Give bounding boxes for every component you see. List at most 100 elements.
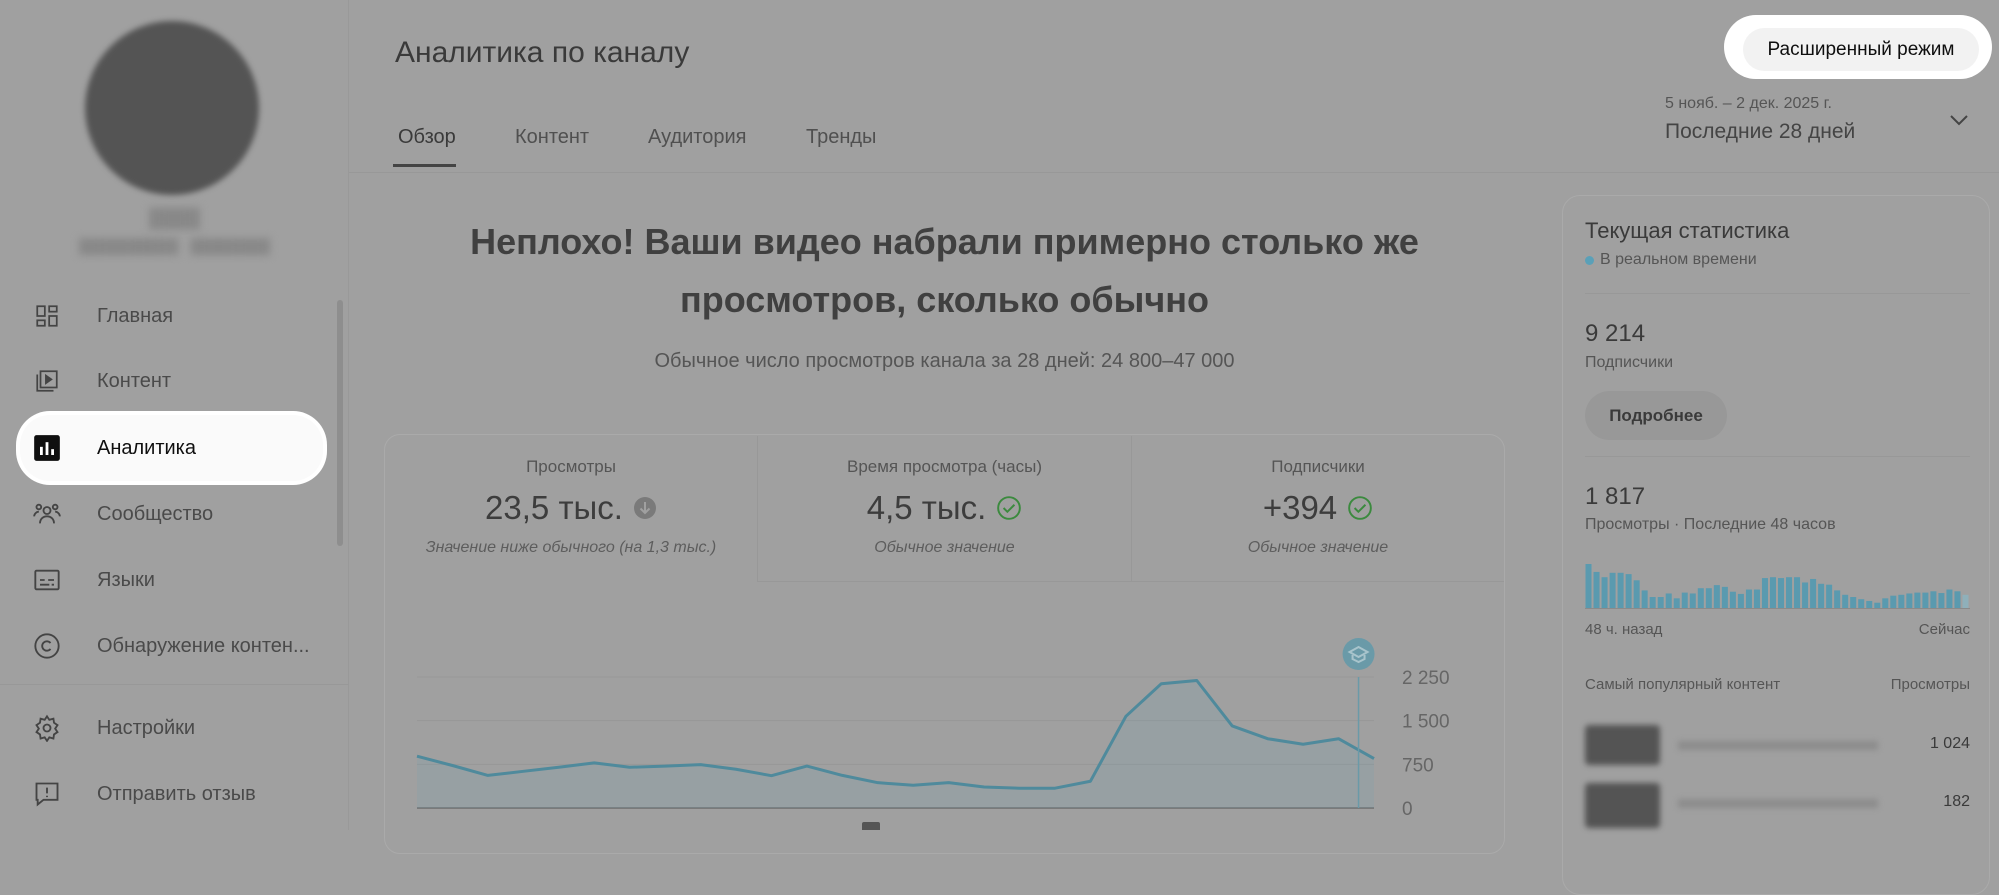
tab-trends[interactable]: Тренды (806, 126, 877, 148)
divider (1585, 456, 1970, 457)
realtime-views-count: 1 817 (1585, 483, 1646, 510)
realtime-bar (1866, 600, 1873, 608)
realtime-bar (1898, 594, 1905, 608)
graduation-cap-glyph (1347, 645, 1370, 664)
sidebar-item-label: Обнаружение контен... (97, 634, 310, 657)
page-title: Аналитика по каналу (395, 36, 690, 69)
realtime-bar (1721, 586, 1728, 608)
realtime-bar (1858, 599, 1865, 608)
video-marker-icon (862, 822, 880, 830)
sidebar-item-community[interactable]: Сообщество (20, 481, 323, 547)
sidebar-item-languages[interactable]: Языки (20, 547, 323, 613)
realtime-bar (1946, 589, 1953, 608)
video-views: 182 (1943, 793, 1970, 810)
summary-subtext: Обычное число просмотров канала за 28 дн… (654, 350, 1235, 372)
tab-content[interactable]: Контент (515, 126, 590, 148)
sidebar-item-feedback[interactable]: Отправить отзыв (20, 761, 323, 827)
check-circle-icon (997, 496, 1022, 520)
top-content-row[interactable]: 182 (1585, 783, 1970, 828)
realtime-bar (1834, 590, 1841, 608)
sidebar-scrollbar[interactable] (337, 300, 343, 546)
realtime-bar (1713, 585, 1720, 608)
summary-headline: Неплохо! Ваши видео набрали примерно сто… (384, 213, 1505, 329)
realtime-bar (1641, 590, 1648, 608)
realtime-bar (1826, 584, 1833, 608)
views-chart[interactable]: 0 750 1 500 2 250 (384, 620, 1505, 830)
sidebar-item-content-detection[interactable]: Обнаружение контен... (20, 613, 323, 679)
realtime-bar (1890, 595, 1897, 608)
sidebar-item-content[interactable]: Контент (20, 348, 323, 414)
metric-note: Обычное значение (1247, 539, 1389, 556)
realtime-bar (1681, 592, 1688, 608)
sidebar-item-label: Настройки (97, 716, 196, 739)
realtime-bar (1914, 592, 1921, 608)
headline-line: просмотров, сколько обычно (679, 279, 1210, 320)
realtime-bar (1649, 597, 1656, 608)
realtime-bar (1802, 582, 1809, 608)
realtime-bar (1729, 591, 1736, 608)
channel-handle-blurred: ██████████ · ████████ (79, 238, 270, 254)
y-tick-label: 0 (1402, 799, 1413, 820)
metric-label: Просмотры (526, 457, 616, 476)
metric-views[interactable]: Просмотры 23,5 тыс. Значение ниже обычно… (385, 436, 757, 581)
series-line (416, 678, 1375, 790)
metric-watch-time[interactable]: Время просмотра (часы) 4,5 тыс. Обычное … (758, 436, 1131, 581)
sidebar-item-settings[interactable]: Настройки (20, 695, 323, 761)
metric-value: 4,5 тыс. (866, 489, 987, 526)
metric-value: +394 (1262, 489, 1338, 526)
video-library-icon (32, 366, 62, 396)
realtime-bar (1617, 572, 1624, 608)
realtime-bar (1962, 594, 1969, 608)
details-button[interactable]: Подробнее (1585, 391, 1727, 440)
realtime-bar (1665, 593, 1672, 608)
realtime-bar (1745, 589, 1752, 608)
sidebar-item-label: Аналитика (97, 436, 196, 459)
advanced-mode-button[interactable]: Расширенный режим (1743, 28, 1979, 71)
realtime-subtitle: В реальном времени (1585, 251, 1757, 269)
metric-note: Значение ниже обычного (на 1,3 тыс.) (425, 539, 717, 556)
realtime-dot-icon (1585, 255, 1594, 265)
metric-note: Обычное значение (874, 539, 1015, 556)
realtime-bar (1769, 577, 1776, 608)
arrow-down-circle-icon (633, 497, 656, 519)
realtime-bar (1753, 589, 1760, 608)
top-content-header: Самый популярный контент (1585, 676, 1781, 693)
realtime-bar (1794, 577, 1801, 608)
realtime-bar (1609, 572, 1616, 608)
realtime-bar (1954, 591, 1961, 608)
realtime-bar (1601, 577, 1608, 608)
video-views: 1 024 (1929, 735, 1970, 752)
period-selector[interactable]: Последние 28 дней (1665, 120, 1856, 143)
video-thumbnail (1585, 725, 1660, 765)
sidebar-item-label: Отправить отзыв (97, 782, 256, 805)
tab-overview[interactable]: Обзор (398, 126, 456, 148)
check-circle-icon (1348, 496, 1372, 520)
active-tab-indicator (393, 164, 456, 167)
realtime-bar (1930, 591, 1937, 608)
realtime-bar (1625, 574, 1632, 608)
sidebar-item-home[interactable]: Главная (20, 283, 323, 349)
realtime-title: Текущая статистика (1585, 218, 1790, 243)
realtime-bar (1657, 597, 1664, 608)
metric-divider (1131, 436, 1132, 581)
realtime-bar-chart[interactable] (1585, 562, 1970, 610)
divider (1585, 293, 1970, 294)
channel-avatar[interactable] (85, 21, 259, 195)
sidebar-item-analytics[interactable]: Аналитика (20, 415, 323, 481)
realtime-views-label: Просмотры · Последние 48 часов (1585, 516, 1836, 533)
metric-subscribers[interactable]: Подписчики +394 Обычное значение (1132, 436, 1504, 581)
realtime-bar (1593, 571, 1600, 608)
date-range[interactable]: 5 нояб. – 2 дек. 2025 г. (1665, 95, 1832, 112)
realtime-bar (1705, 588, 1712, 608)
top-content-row[interactable]: 1 024 (1585, 725, 1970, 767)
y-tick-label: 1 500 (1402, 712, 1450, 733)
realtime-bar (1922, 592, 1929, 608)
realtime-bar (1842, 594, 1849, 608)
community-icon (32, 499, 62, 529)
y-tick-label: 2 250 (1402, 668, 1450, 689)
subscriber-count: 9 214 (1585, 320, 1646, 347)
tab-audience[interactable]: Аудитория (648, 126, 747, 148)
metric-label: Время просмотра (часы) (846, 457, 1043, 476)
realtime-subtitle-text: В реальном времени (1600, 251, 1757, 268)
chevron-down-icon[interactable] (1948, 112, 1970, 133)
